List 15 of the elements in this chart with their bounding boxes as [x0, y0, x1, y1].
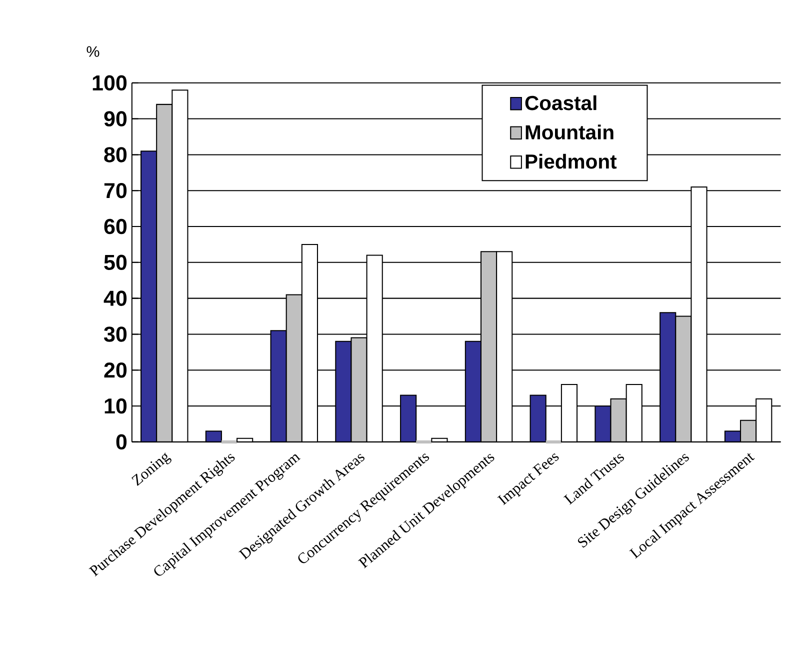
y-tick-label: 70: [104, 183, 127, 198]
y-tick-label: 80: [104, 147, 127, 162]
legend-label: Coastal: [525, 95, 596, 110]
y-axis-title: %: [86, 46, 100, 57]
legend-label: Mountain: [526, 124, 614, 140]
y-tick-label: 30: [104, 326, 127, 342]
y-tick-label: 10: [104, 398, 127, 414]
y-tick-label: 90: [104, 111, 127, 126]
legend-label: Piedmont: [526, 154, 617, 169]
y-tick-label: 100: [92, 75, 127, 91]
y-tick-label: 0: [116, 434, 127, 450]
y-tick-label: 60: [104, 218, 127, 234]
y-tick-label: 50: [104, 254, 127, 270]
y-tick-label: 40: [104, 290, 127, 306]
y-tick-label: 20: [104, 362, 127, 378]
